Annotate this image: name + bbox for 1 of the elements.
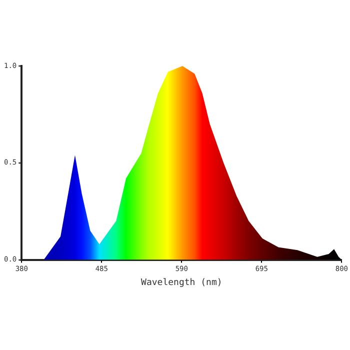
x-axis-title: Wavelength (nm) bbox=[141, 278, 222, 288]
